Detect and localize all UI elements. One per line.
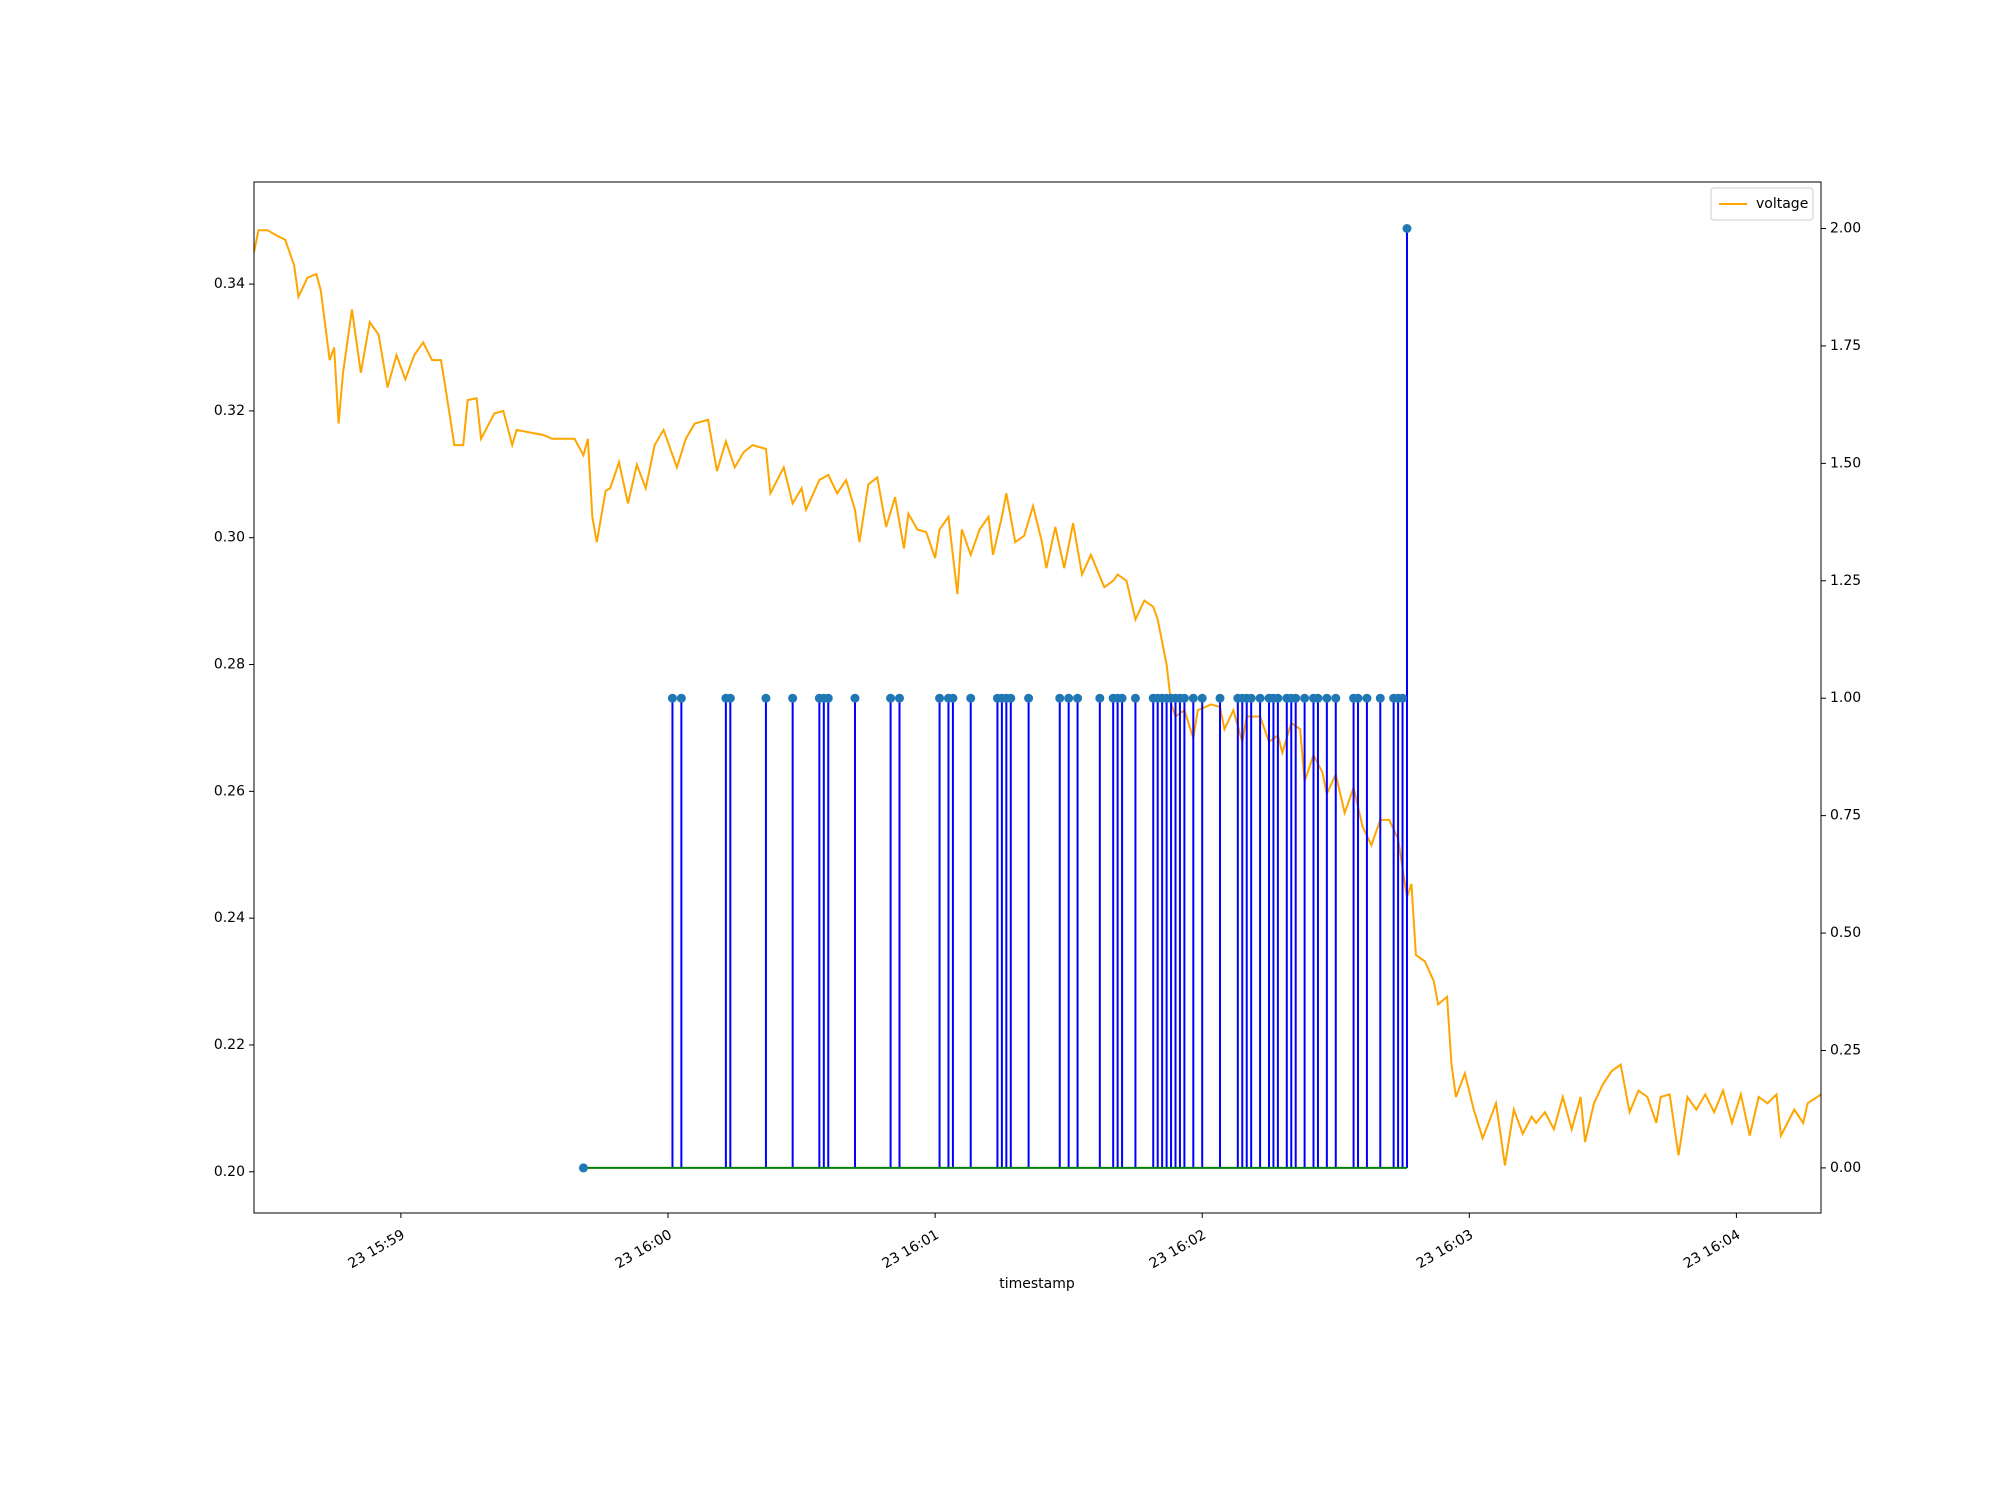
stem-marker <box>948 693 958 703</box>
stem-marker <box>1246 693 1256 703</box>
stem-marker <box>1402 224 1412 234</box>
y2-tick-label: 2.00 <box>1830 221 1861 237</box>
y-tick-label: 0.24 <box>214 910 245 926</box>
y-tick-label: 0.22 <box>214 1037 245 1053</box>
stem-marker <box>1055 693 1065 703</box>
stem-marker <box>1331 693 1341 703</box>
stem-marker <box>1313 693 1323 703</box>
stem-marker <box>1095 693 1105 703</box>
y-tick-label: 0.34 <box>214 276 245 292</box>
stem-marker <box>1188 693 1198 703</box>
x-axis-label: timestamp <box>999 1276 1075 1292</box>
stem-marker <box>1006 693 1016 703</box>
y2-tick-label: 1.75 <box>1830 338 1861 354</box>
stem-marker <box>1024 693 1034 703</box>
stem-marker <box>725 693 735 703</box>
stem-marker <box>1353 693 1363 703</box>
stem-marker <box>667 693 677 703</box>
y2-tick-label: 0.25 <box>1830 1042 1861 1058</box>
stem-marker <box>1362 693 1372 703</box>
y-tick-label: 0.30 <box>214 530 245 546</box>
stem-marker <box>1179 693 1189 703</box>
y2-tick-label: 0.00 <box>1830 1160 1861 1176</box>
stem-marker <box>676 693 686 703</box>
voltage-line <box>254 229 1821 1166</box>
y-tick-label: 0.28 <box>214 657 245 673</box>
stem-marker <box>1375 693 1385 703</box>
y-tick-label: 0.26 <box>214 783 245 799</box>
stem-marker <box>935 693 945 703</box>
y2-tick-label: 1.25 <box>1830 573 1861 589</box>
stem-group <box>578 224 1412 1173</box>
stem-marker <box>1197 693 1207 703</box>
plot-frame <box>253 181 1822 1214</box>
legend-label: voltage <box>1756 196 1808 212</box>
stem-marker <box>1255 693 1265 703</box>
y2-tick-label: 0.75 <box>1830 808 1861 824</box>
stem-marker <box>886 693 896 703</box>
y2-tick-label: 0.50 <box>1830 925 1861 941</box>
stem-marker <box>1291 693 1301 703</box>
stem-marker <box>1215 693 1225 703</box>
stem-marker <box>578 1163 588 1173</box>
stem-marker <box>1117 693 1127 703</box>
y2-tick-label: 1.00 <box>1830 690 1861 706</box>
stem-marker <box>1322 693 1332 703</box>
stem-marker <box>1273 693 1283 703</box>
y-tick-label: 0.20 <box>214 1164 245 1180</box>
stem-marker <box>1300 693 1310 703</box>
stem-marker <box>1064 693 1074 703</box>
stem-marker <box>788 693 798 703</box>
stem-marker <box>966 693 976 703</box>
stem-marker <box>1130 693 1140 703</box>
stem-marker <box>823 693 833 703</box>
legend-box <box>1710 187 1814 221</box>
y2-tick-label: 1.50 <box>1830 455 1861 471</box>
stem-marker <box>761 693 771 703</box>
y-tick-label: 0.32 <box>214 403 245 419</box>
stem-marker <box>894 693 904 703</box>
stem-marker <box>1398 693 1408 703</box>
stem-marker <box>850 693 860 703</box>
stem-marker <box>1073 693 1083 703</box>
